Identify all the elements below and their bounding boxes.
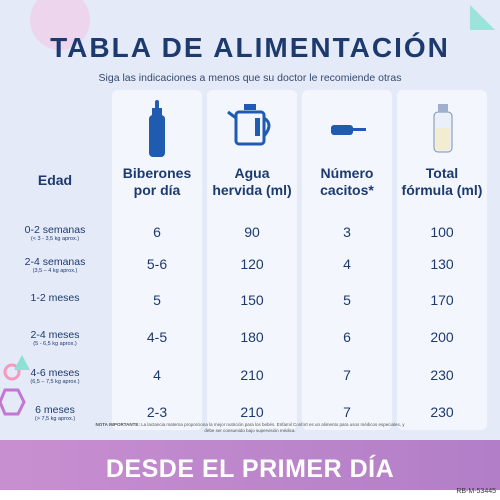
age-cell: 6 meses (> 7,5 kg aprox.): [5, 404, 105, 423]
table-cell: 6: [343, 329, 351, 345]
age: 1-2 meses: [30, 292, 80, 304]
footnote-text: La lactancia materna proporciona la mejo…: [141, 422, 405, 433]
age: 6 meses: [35, 404, 75, 416]
footnote: NOTA IMPORTANTE: La lactancia materna pr…: [90, 422, 410, 434]
table-cell: 6: [153, 224, 161, 240]
column-header: Total fórmula (ml): [401, 165, 483, 198]
table-cell: 7: [343, 404, 351, 420]
age-cell: 1-2 meses: [5, 292, 105, 304]
age-cell: 0-2 semanas (< 3 - 3,5 kg aprox.): [5, 224, 105, 243]
table-cell: 7: [343, 367, 351, 383]
age: 4-6 meses: [30, 367, 80, 379]
age: 0-2 semanas: [24, 224, 86, 236]
age-note: (5 - 6,5 kg aprox.): [33, 341, 77, 347]
age-note: (> 7,5 kg aprox.): [34, 416, 76, 422]
table-cell: 230: [430, 367, 454, 383]
table-cell: 200: [430, 329, 454, 345]
age-note: (< 3 - 3,5 kg aprox.): [30, 236, 80, 242]
table-cell: 4-5: [146, 329, 168, 345]
table-cell: 130: [430, 256, 454, 272]
age: 2-4 meses: [30, 329, 80, 341]
table-cell: 5: [153, 292, 161, 308]
table-cell: 90: [244, 224, 260, 240]
column-header: Número cacitos*: [320, 165, 374, 198]
table-cell: 5-6: [146, 256, 168, 272]
age-cell: 4-6 meses (6,5 – 7,5 kg aprox.): [5, 367, 105, 386]
footnote-label: NOTA IMPORTANTE:: [95, 422, 140, 427]
table-cell: 150: [240, 292, 264, 308]
table-cell: 210: [240, 404, 264, 420]
age: 2-4 semanas: [24, 256, 86, 268]
table-cell: 3: [343, 224, 351, 240]
table-cell: 2-3: [146, 404, 168, 420]
table-cell: 180: [240, 329, 264, 345]
table-cell: 120: [240, 256, 264, 272]
age-cell: 2-4 semanas (3,5 – 4 kg aprox.): [5, 256, 105, 275]
table-cell: 100: [430, 224, 454, 240]
table-cell: 5: [343, 292, 351, 308]
table-cell: 4: [343, 256, 351, 272]
age-cell: 2-4 meses (5 - 6,5 kg aprox.): [5, 329, 105, 348]
banner: DESDE EL PRIMER DÍA: [105, 455, 395, 483]
title: TABLA DE ALIMENTACIÓN: [50, 32, 450, 63]
column-header: Edad: [37, 172, 73, 188]
table-cell: 170: [430, 292, 454, 308]
column-header: Biberones por día: [122, 165, 192, 198]
age-note: (3,5 – 4 kg aprox.): [32, 268, 78, 274]
subtitle: Siga las indicaciones a menos que su doc…: [98, 72, 402, 84]
table-cell: 210: [240, 367, 264, 383]
code: RB-M-53445: [456, 488, 496, 495]
table-cell: 4: [153, 367, 161, 383]
column-header: Agua hervida (ml): [212, 165, 292, 198]
age-note: (6,5 – 7,5 kg aprox.): [30, 379, 80, 385]
table-cell: 230: [430, 404, 454, 420]
